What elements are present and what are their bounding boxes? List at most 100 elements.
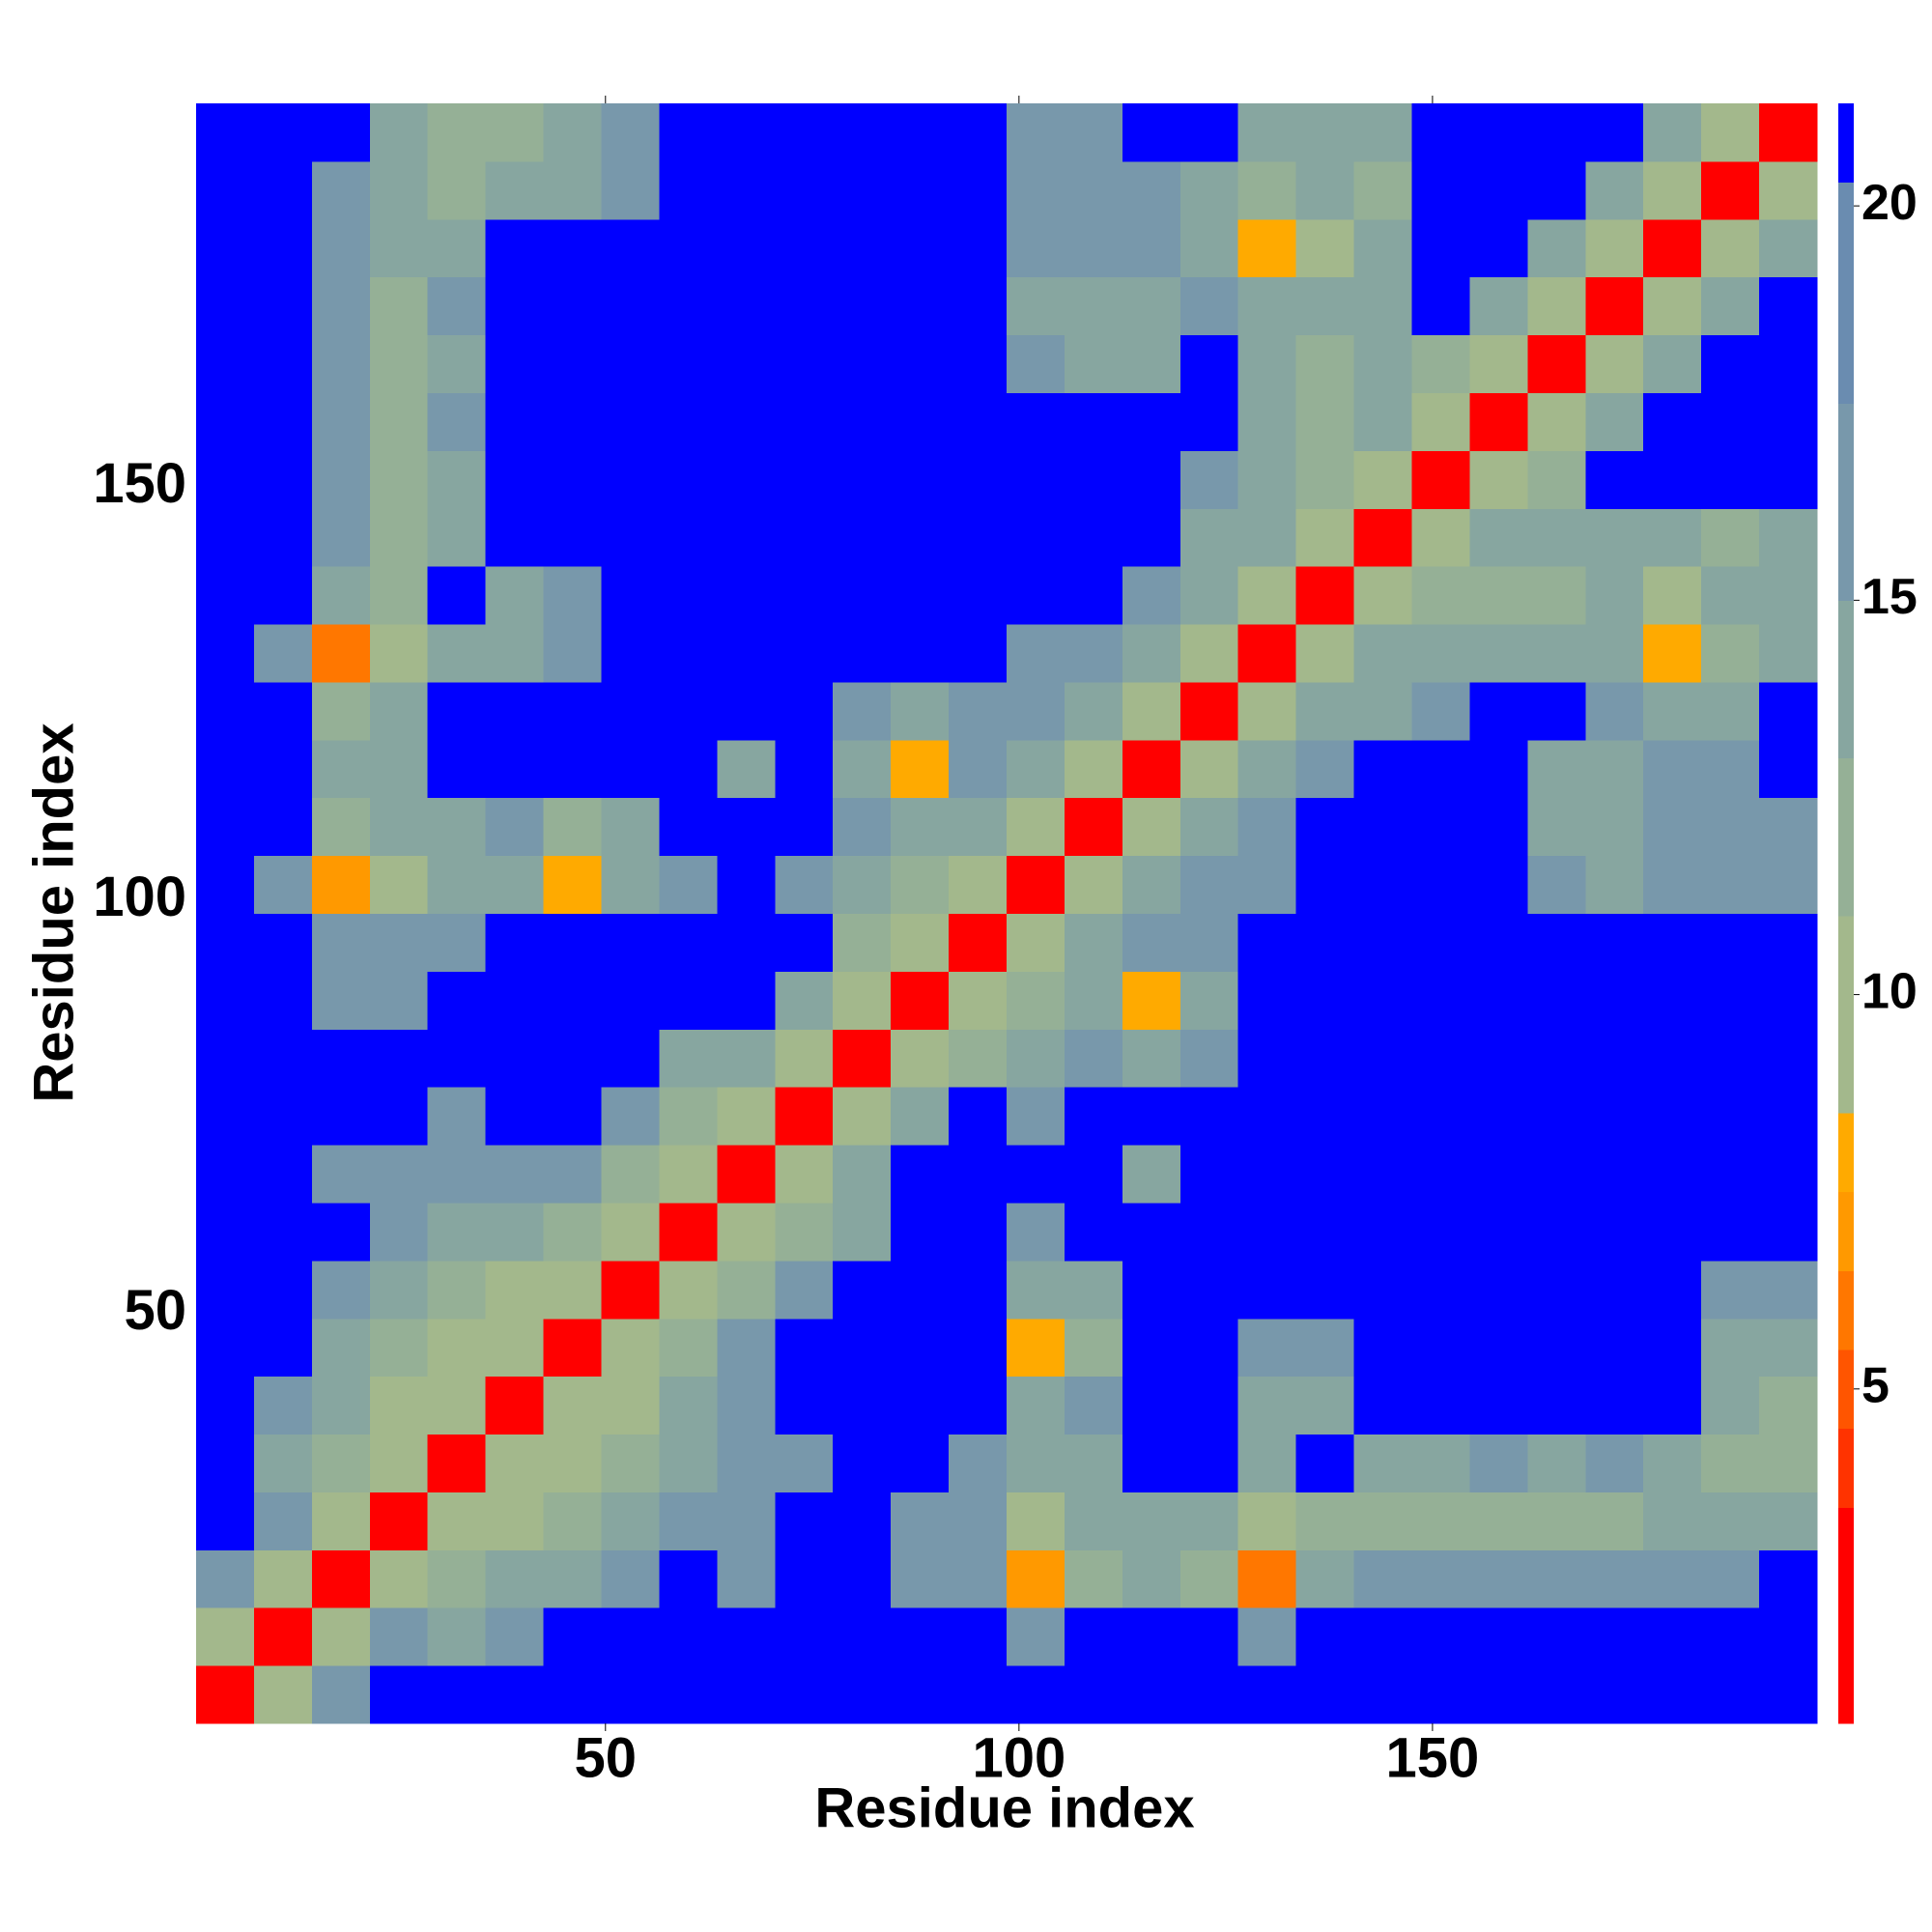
heatmap-cell [1643, 1376, 1702, 1435]
heatmap-cell [427, 913, 487, 972]
heatmap-cell [1411, 681, 1470, 741]
heatmap-cell [1295, 103, 1355, 162]
heatmap-cell [1237, 971, 1297, 1030]
heatmap-cell [659, 1029, 718, 1088]
heatmap-cell [659, 450, 718, 509]
heatmap-cell [659, 739, 718, 799]
heatmap-cell [1007, 624, 1065, 683]
heatmap-cell [1411, 276, 1470, 336]
heatmap-cell [369, 1665, 429, 1724]
heatmap-cell [833, 276, 892, 336]
heatmap-cell [775, 855, 834, 914]
heatmap-cell [601, 334, 660, 393]
heatmap-cell [833, 913, 892, 972]
heatmap-cell [427, 1029, 487, 1088]
heatmap-cell [1643, 1607, 1702, 1666]
heatmap-cell [833, 218, 892, 278]
heatmap-cell [1643, 1087, 1702, 1146]
heatmap-cell [1759, 508, 1818, 567]
heatmap-cell [485, 1607, 545, 1666]
heatmap-cell [949, 797, 1008, 857]
heatmap-cell [1701, 103, 1760, 162]
heatmap-cell [543, 1492, 602, 1550]
x-tick-label: 150 [1386, 1726, 1480, 1789]
heatmap-cell [1007, 103, 1065, 162]
colorbar-segment [1838, 103, 1854, 184]
heatmap-cell [601, 739, 660, 799]
heatmap-cell [1527, 1607, 1586, 1666]
heatmap-cell [1064, 1029, 1123, 1088]
heatmap-cell [891, 1434, 950, 1492]
heatmap-cell [949, 450, 1008, 509]
heatmap-cell [1759, 1549, 1818, 1608]
heatmap-cell [891, 1665, 950, 1724]
heatmap-cell [1179, 624, 1239, 683]
heatmap-cell [1237, 1492, 1297, 1550]
heatmap-cell [891, 1260, 950, 1320]
heatmap-cell [1411, 103, 1470, 162]
heatmap-cell [833, 103, 892, 162]
heatmap-cell [1527, 855, 1586, 914]
heatmap-cell [717, 566, 776, 625]
heatmap-cell [1122, 681, 1181, 741]
heatmap-cell [1007, 508, 1065, 567]
heatmap-cell [427, 276, 487, 336]
heatmap-cell [1237, 1202, 1297, 1262]
heatmap-cell [1585, 160, 1644, 220]
heatmap-cell [427, 971, 487, 1030]
heatmap-cell [196, 1318, 255, 1378]
heatmap-cell [543, 1376, 602, 1435]
heatmap-cell [891, 334, 950, 393]
heatmap-cell [601, 160, 660, 220]
heatmap-cell [1237, 1665, 1297, 1724]
heatmap-cell [1643, 624, 1702, 683]
heatmap-cell [717, 855, 776, 914]
heatmap-cell [427, 508, 487, 567]
heatmap-cell [1122, 855, 1181, 914]
heatmap-cell [659, 1492, 718, 1550]
heatmap-cell [1759, 1376, 1818, 1435]
heatmap-cell [253, 276, 313, 336]
heatmap-cell [1064, 1318, 1123, 1378]
heatmap-cell [1353, 855, 1412, 914]
heatmap-cell [485, 1260, 545, 1320]
heatmap-cell [1007, 1492, 1065, 1550]
heatmap-cell [775, 1492, 834, 1550]
heatmap-cell [485, 1376, 545, 1435]
heatmap-cell [1122, 913, 1181, 972]
heatmap-cell [427, 1549, 487, 1608]
heatmap-cell [717, 103, 776, 162]
heatmap-cell [775, 1665, 834, 1724]
heatmap-cell [1759, 855, 1818, 914]
heatmap-cell [1064, 681, 1123, 741]
heatmap-cell [1353, 508, 1412, 567]
heatmap-cell [775, 276, 834, 336]
heatmap-cell [949, 566, 1008, 625]
heatmap-cell [1585, 1318, 1644, 1378]
heatmap-cell [1643, 392, 1702, 451]
heatmap-cell [1411, 450, 1470, 509]
heatmap-cell [717, 1376, 776, 1435]
heatmap-cell [1527, 1202, 1586, 1262]
heatmap-cell [196, 1145, 255, 1204]
heatmap-cell [1643, 1202, 1702, 1262]
heatmap-cell [1237, 855, 1297, 914]
heatmap-cell [833, 797, 892, 857]
colorbar-tick-label: 10 [1861, 963, 1918, 1019]
colorbar-tick-label: 20 [1861, 175, 1918, 231]
heatmap-cell [427, 1087, 487, 1146]
heatmap-cell [1701, 160, 1760, 220]
heatmap-cell [601, 1202, 660, 1262]
heatmap-cell [311, 450, 371, 509]
heatmap-cell [1295, 566, 1355, 625]
heatmap-cell [601, 1376, 660, 1435]
heatmap-cell [485, 681, 545, 741]
heatmap-cell [1237, 1607, 1297, 1666]
heatmap-cell [717, 218, 776, 278]
heatmap-cell [1179, 855, 1239, 914]
heatmap-cell [427, 1260, 487, 1320]
heatmap-cell [717, 1549, 776, 1608]
heatmap-cell [1122, 1145, 1181, 1204]
heatmap-cell [1122, 566, 1181, 625]
heatmap-cell [1527, 913, 1586, 972]
